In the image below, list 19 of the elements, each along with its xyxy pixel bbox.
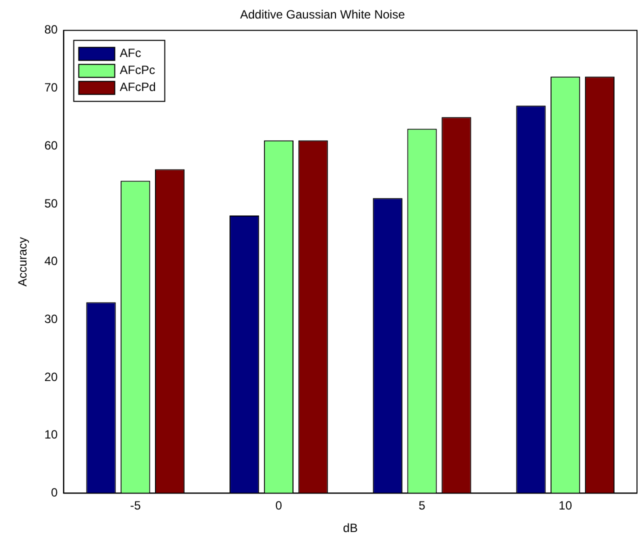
y-tick-label: 60 [44,138,58,152]
y-tick-label: 0 [51,486,58,500]
y-tick-label: 50 [44,196,58,210]
y-tick-label: 30 [44,312,58,326]
y-tick-label: 20 [44,370,58,384]
y-tick-label: 10 [44,428,58,442]
chart-title: Additive Gaussian White Noise [240,8,406,22]
legend-label: AFcPc [120,63,156,78]
x-tick-label: 5 [418,498,426,513]
x-tick-label: -5 [130,498,142,513]
x-tick-label: 10 [558,498,572,513]
x-axis-title: dB [343,521,358,536]
legend-label: AFcPd [120,80,156,94]
legend-label: AFc [120,46,142,60]
y-tick-label: 70 [44,80,58,95]
y-tick-label: 40 [44,254,58,268]
y-axis-title: Accuracy [16,237,30,286]
y-tick-label: 80 [44,22,58,37]
x-tick-label: 0 [275,498,282,513]
